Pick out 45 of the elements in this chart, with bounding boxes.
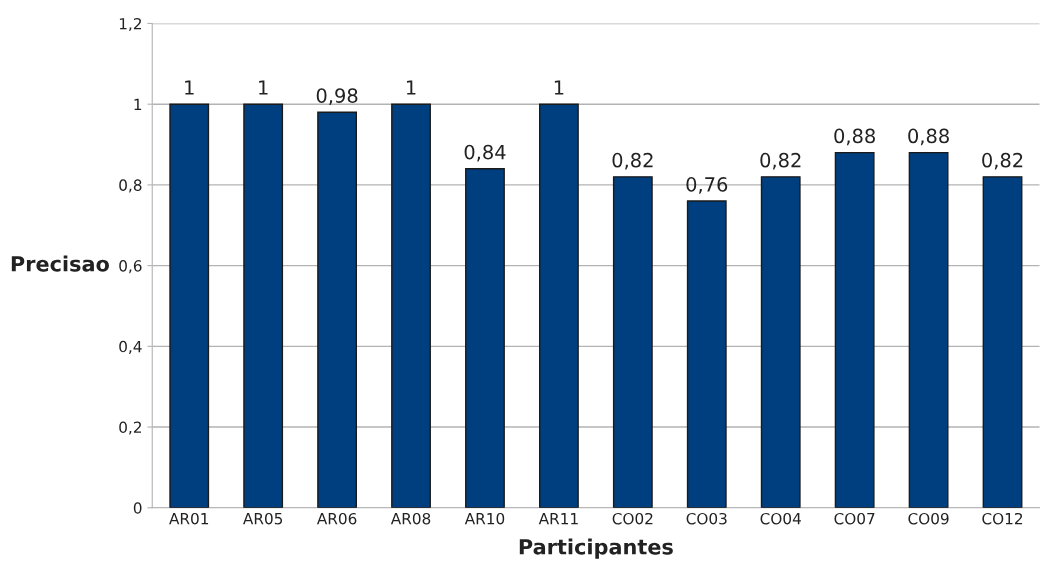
bar (317, 111, 358, 508)
data-label: 0,82 (760, 152, 801, 170)
data-label: 1 (554, 80, 564, 95)
bar (908, 151, 949, 508)
data-label: 0,82 (982, 152, 1023, 170)
bar (834, 151, 875, 508)
x-tick-label: AR11 (538, 513, 578, 525)
bar (760, 176, 801, 508)
data-label: 0,82 (612, 152, 653, 170)
bar (169, 103, 210, 508)
data-label: 1 (185, 80, 194, 95)
x-tick-label: AR08 (390, 512, 431, 525)
y-tick-label: 0,6 (119, 260, 142, 274)
x-tick-label: AR10 (464, 512, 505, 525)
x-axis-title: Participantes (519, 538, 673, 559)
x-tick-label: AR05 (243, 512, 283, 525)
data-label: 1 (406, 80, 416, 95)
x-tick-label: CO03 (686, 512, 727, 525)
data-label: 0,98 (316, 88, 358, 105)
bar (982, 176, 1023, 508)
x-tick-label: CO09 (908, 512, 949, 525)
y-axis-title: Precisao (11, 255, 109, 272)
data-label: 0,84 (464, 144, 506, 162)
x-tick-label: AR06 (316, 512, 357, 525)
y-tick-label: 1 (134, 98, 142, 110)
bar (538, 103, 579, 508)
data-label: 0,88 (908, 128, 949, 146)
x-tick-label: AR01 (169, 512, 209, 525)
bar (465, 168, 505, 508)
y-tick-label: 0,2 (119, 421, 141, 435)
bar (391, 103, 431, 508)
data-label: 0,76 (686, 177, 728, 194)
x-tick-label: CO12 (982, 512, 1023, 525)
x-tick-label: CO02 (612, 512, 653, 525)
y-tick-label: 0 (133, 502, 142, 514)
x-tick-label: CO04 (760, 512, 801, 525)
y-tick-label: 0,4 (119, 340, 142, 354)
y-tick-label: 1,2 (119, 17, 141, 32)
x-tick-label: CO07 (834, 512, 875, 525)
bar (686, 200, 727, 508)
y-tick-label: 0,8 (119, 179, 142, 193)
data-label: 0,88 (834, 128, 875, 146)
data-label: 1 (259, 80, 268, 95)
bar (612, 176, 653, 508)
bar (243, 103, 284, 508)
